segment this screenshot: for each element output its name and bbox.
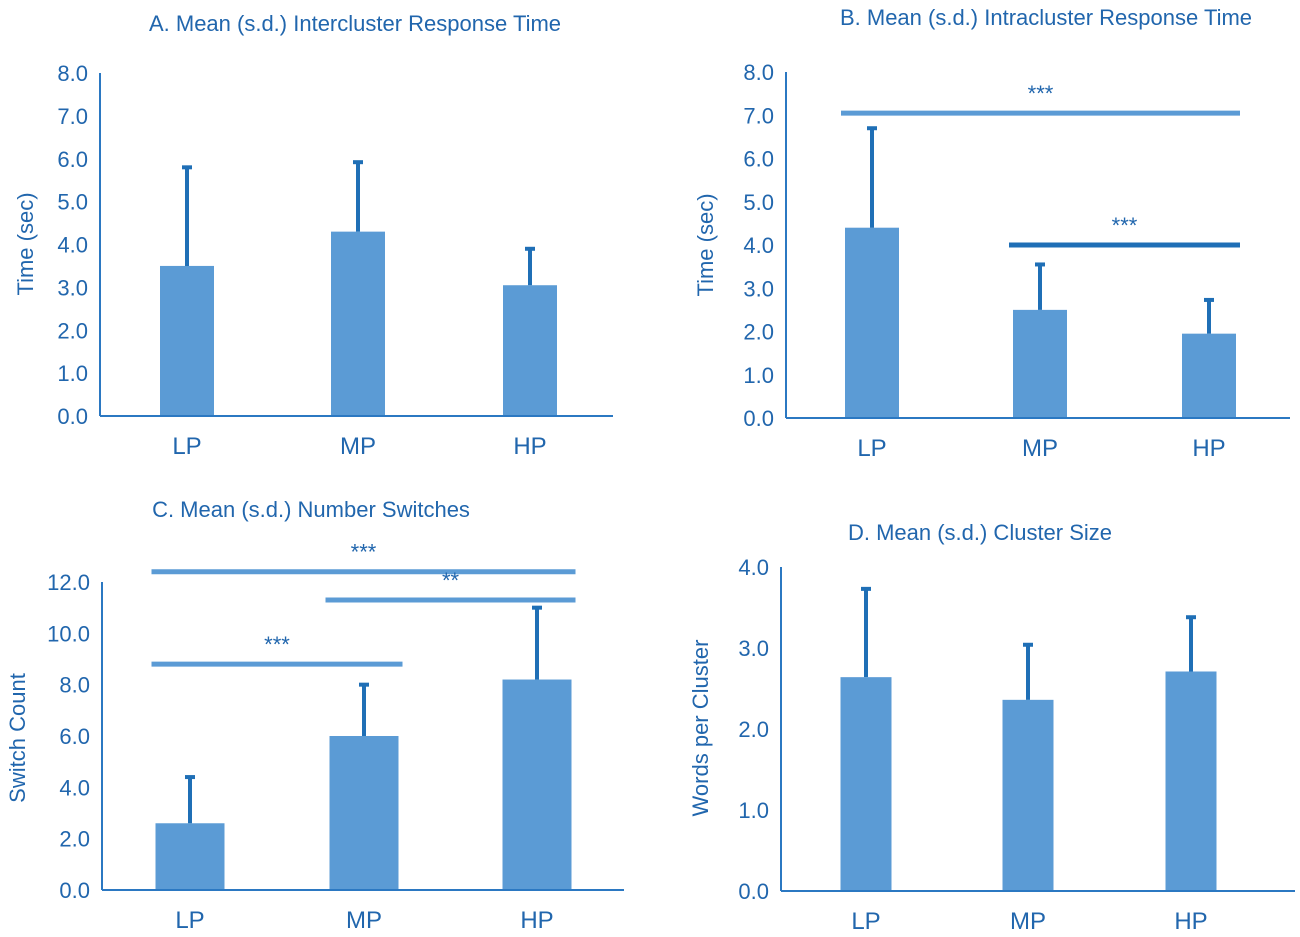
panel-d-ytick-label: 1.0 bbox=[738, 798, 769, 823]
panel-d-bar-lp bbox=[840, 677, 892, 891]
panel-a-ytick-label: 7.0 bbox=[57, 104, 88, 129]
panel-b-category-label-mp: MP bbox=[1022, 435, 1058, 462]
panel-a-bar-hp bbox=[503, 285, 557, 416]
panel-c-title: C. Mean (s.d.) Number Switches bbox=[152, 497, 470, 522]
panel-c-bar-mp bbox=[329, 736, 399, 890]
panel-c-significance-label: *** bbox=[264, 632, 290, 657]
panel-a-ytick-label: 5.0 bbox=[57, 190, 88, 215]
panel-a-category-label-hp: HP bbox=[513, 433, 546, 460]
chart-marks: 0.0 1.0 2.0 3.0 4.0 5.0 6.0 7.0 8.0 LP MP HP 0.0 1.0 2… bbox=[47, 60, 1295, 935]
panel-c-significance-label: ** bbox=[442, 568, 460, 593]
panel-d-ytick-label: 4.0 bbox=[738, 555, 769, 580]
panel-d-ylabel: Words per Cluster bbox=[688, 640, 713, 817]
panel-d-category-label-lp: LP bbox=[851, 908, 880, 935]
panel-a-ytick-label: 1.0 bbox=[57, 361, 88, 386]
panel-d-title: D. Mean (s.d.) Cluster Size bbox=[848, 520, 1112, 545]
panel-b-category-label-hp: HP bbox=[1192, 435, 1225, 462]
panel-b-ytick-label: 2.0 bbox=[743, 320, 774, 345]
panel-c-ytick-label: 4.0 bbox=[59, 775, 90, 800]
panel-a-ytick-label: 6.0 bbox=[57, 147, 88, 172]
panel-c-category-label-lp: LP bbox=[175, 907, 204, 934]
panel-b-significance-label: *** bbox=[1112, 213, 1138, 238]
panel-c-ytick-label: 0.0 bbox=[59, 878, 90, 903]
panel-c-ytick-label: 6.0 bbox=[59, 724, 90, 749]
panel-b-bar-lp bbox=[845, 227, 899, 418]
panel-a: A. Mean (s.d.) Intercluster Response Tim… bbox=[13, 11, 561, 296]
panel-c-ylabel: Switch Count bbox=[5, 673, 30, 803]
panel-c-category-label-hp: HP bbox=[520, 907, 553, 934]
panel-a-ytick-label: 3.0 bbox=[57, 275, 88, 300]
panel-d-bar-mp bbox=[1002, 699, 1054, 891]
panel-c-significance-label: *** bbox=[351, 540, 377, 565]
panel-a-ylabel: Time (sec) bbox=[13, 192, 38, 295]
panel-a-ytick-label: 0.0 bbox=[57, 404, 88, 429]
panel-c-bar-lp bbox=[155, 823, 225, 890]
panel-b-bar-mp bbox=[1013, 309, 1067, 418]
panel-a-category-label-mp: MP bbox=[340, 433, 376, 460]
panel-b-ytick-label: 4.0 bbox=[743, 233, 774, 258]
panel-c-ytick-label: 12.0 bbox=[47, 570, 90, 595]
panel-c-ytick-label: 10.0 bbox=[47, 621, 90, 646]
panel-d-ytick-label: 0.0 bbox=[738, 879, 769, 904]
panel-a-bar-lp bbox=[160, 265, 214, 416]
panel-a-ytick-label: 8.0 bbox=[57, 61, 88, 86]
panel-b-ytick-label: 1.0 bbox=[743, 363, 774, 388]
panel-d-category-label-mp: MP bbox=[1010, 908, 1046, 935]
panel-b-ytick-label: 3.0 bbox=[743, 276, 774, 301]
panel-b-ylabel: Time (sec) bbox=[693, 193, 718, 296]
panel-b-title: B. Mean (s.d.) Intracluster Response Tim… bbox=[840, 5, 1252, 30]
panel-b-ytick-label: 0.0 bbox=[743, 406, 774, 431]
panel-c-ytick-label: 2.0 bbox=[59, 827, 90, 852]
panel-b-ytick-label: 8.0 bbox=[743, 60, 774, 85]
panel-a-category-label-lp: LP bbox=[172, 433, 201, 460]
panel-d: D. Mean (s.d.) Cluster Size Words per Cl… bbox=[688, 520, 1112, 816]
panel-c-bar-hp bbox=[502, 679, 572, 890]
panel-c-category-label-mp: MP bbox=[346, 907, 382, 934]
panel-a-bar-mp bbox=[331, 231, 385, 416]
panel-d-ytick-label: 3.0 bbox=[738, 636, 769, 661]
panel-d-ytick-label: 2.0 bbox=[738, 717, 769, 742]
panel-a-ytick-label: 2.0 bbox=[57, 318, 88, 343]
panel-a-ytick-label: 4.0 bbox=[57, 233, 88, 258]
panel-b: B. Mean (s.d.) Intracluster Response Tim… bbox=[693, 5, 1252, 297]
panel-d-category-label-hp: HP bbox=[1174, 908, 1207, 935]
panel-b-category-label-lp: LP bbox=[857, 435, 886, 462]
panel-b-ytick-label: 7.0 bbox=[743, 103, 774, 128]
panel-c-ytick-label: 8.0 bbox=[59, 673, 90, 698]
panel-b-ytick-label: 5.0 bbox=[743, 190, 774, 215]
panel-c: C. Mean (s.d.) Number Switches Switch Co… bbox=[5, 497, 470, 803]
panel-b-bar-hp bbox=[1182, 333, 1236, 418]
panel-a-title: A. Mean (s.d.) Intercluster Response Tim… bbox=[149, 11, 561, 36]
panel-b-significance-label: *** bbox=[1028, 81, 1054, 106]
panel-b-ytick-label: 6.0 bbox=[743, 147, 774, 172]
panel-d-bar-hp bbox=[1165, 671, 1217, 891]
